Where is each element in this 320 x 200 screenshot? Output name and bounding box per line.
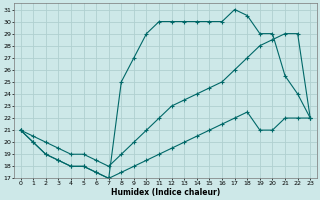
- X-axis label: Humidex (Indice chaleur): Humidex (Indice chaleur): [111, 188, 220, 197]
